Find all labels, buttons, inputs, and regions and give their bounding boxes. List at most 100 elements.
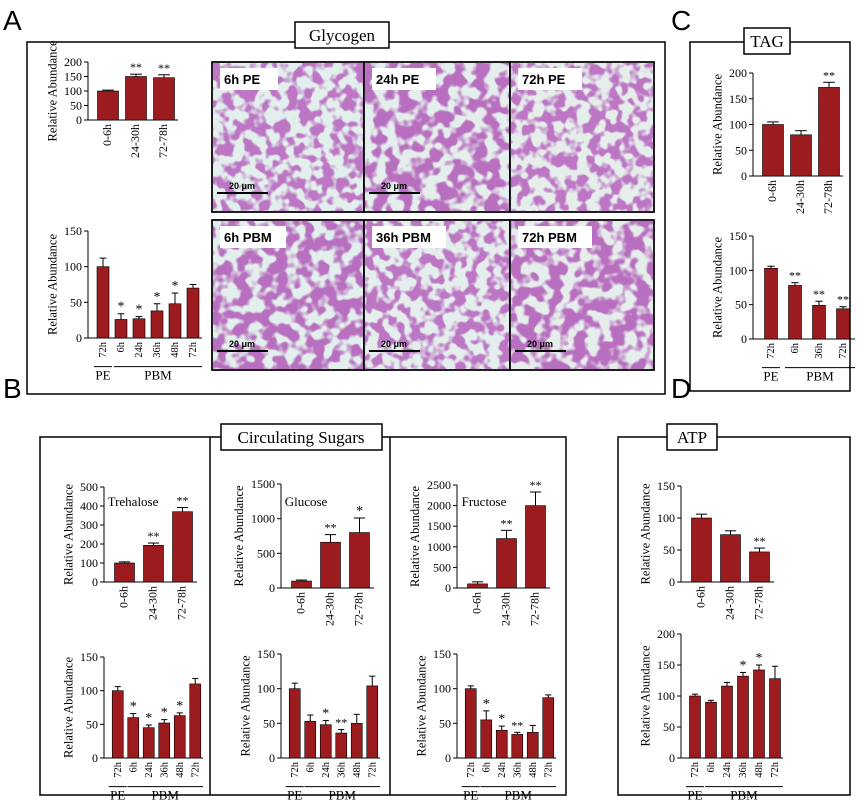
- y-tick-label: 500: [433, 560, 451, 574]
- bar: [705, 701, 717, 759]
- x-tick-label: 48h: [175, 761, 186, 778]
- x-tick-label: 36h: [738, 761, 749, 778]
- significance-mark: *: [322, 707, 329, 722]
- significance-mark: *: [498, 712, 505, 727]
- x-tick-label: 72h: [838, 342, 849, 359]
- y-tick-label: 50: [735, 298, 747, 312]
- bar: [288, 688, 301, 759]
- y-tick-label: 150: [64, 224, 82, 238]
- panel-c-title: TAG: [750, 32, 784, 51]
- y-axis-label: Relative Abundance: [62, 657, 76, 758]
- bar: [114, 562, 135, 583]
- chart-title: Fructose: [462, 494, 507, 509]
- chart-fructose_pbm: 0 50 100 150 Relative Abundance 72h * 6h * 24h ** 3…: [415, 647, 556, 800]
- y-tick-label: 150: [80, 650, 98, 664]
- bar: [97, 90, 119, 121]
- y-axis-label: Relative Abundance: [639, 645, 653, 746]
- y-tick-label: 150: [657, 479, 675, 493]
- x-tick-label: 6h: [128, 761, 139, 772]
- bar: [335, 732, 348, 759]
- x-tick-label: 0-6h: [694, 586, 708, 608]
- x-tick-label: 24h: [321, 761, 332, 778]
- bar: [762, 124, 784, 177]
- x-tick-label: 72-78h: [175, 586, 189, 620]
- scale-bar-label: 20 μm: [229, 339, 255, 349]
- y-tick-label: 100: [80, 684, 98, 698]
- bar: [168, 303, 182, 339]
- significance-mark: *: [172, 279, 179, 294]
- y-axis-label: Relative Abundance: [415, 655, 429, 756]
- x-tick-label: 72h: [766, 342, 777, 359]
- bar: [467, 583, 488, 589]
- micrograph-36h-pbm: 36h PBM 20 μm: [363, 219, 511, 371]
- chart-glucose_pbm: 0 50 100 150 Relative Abundance 72h 6h * 24h ** 36…: [239, 647, 380, 800]
- significance-mark: **: [789, 269, 801, 283]
- y-tick-label: 50: [735, 143, 747, 157]
- bar: [691, 517, 712, 583]
- y-tick-label: 0: [76, 113, 82, 127]
- x-tick-label: 24-30h: [499, 592, 513, 626]
- y-axis-label: Relative Abundance: [62, 484, 76, 585]
- x-tick-label: 24-30h: [723, 586, 737, 620]
- significance-mark: **: [813, 287, 825, 301]
- x-tick-label: 72-78h: [352, 592, 366, 626]
- y-tick-label: 50: [663, 720, 675, 734]
- bar: [153, 77, 175, 121]
- group-label-pbm: PBM: [144, 368, 172, 383]
- scale-bar-label: 20 μm: [381, 181, 407, 191]
- bar: [319, 724, 332, 759]
- panel-letter-c: C: [671, 5, 691, 36]
- bar: [366, 685, 379, 759]
- bar: [721, 685, 733, 759]
- bar: [818, 87, 840, 177]
- significance-mark: **: [325, 521, 337, 535]
- bar: [526, 732, 539, 759]
- y-tick-label: 50: [70, 295, 82, 309]
- y-axis-label: Relative Abundance: [232, 485, 246, 586]
- group-label-pe: PE: [763, 369, 778, 384]
- x-tick-label: 36h: [152, 341, 163, 358]
- bar: [189, 683, 202, 759]
- group-label-pe: PE: [687, 788, 702, 800]
- x-tick-label: 48h: [352, 761, 363, 778]
- significance-mark: **: [501, 516, 513, 530]
- x-tick-label: 48h: [170, 341, 181, 358]
- panel-letter-a: A: [3, 5, 22, 36]
- x-tick-label: 72h: [113, 761, 124, 778]
- significance-mark: **: [511, 718, 523, 732]
- x-tick-label: 72-78h: [752, 586, 766, 620]
- bar: [114, 319, 128, 339]
- group-label-pbm: PBM: [806, 369, 834, 384]
- bar: [525, 505, 546, 589]
- x-tick-label: 24h: [497, 761, 508, 778]
- y-tick-label: 500: [257, 546, 275, 560]
- y-tick-label: 100: [729, 263, 747, 277]
- bar: [749, 551, 770, 583]
- bar: [720, 534, 741, 583]
- x-tick-label: 72h: [690, 761, 701, 778]
- panel-d-frame: [617, 436, 851, 796]
- group-label-pe: PE: [463, 788, 478, 800]
- chart-atp_pe: 0 50 100 150 Relative Abundance 0-6h 24-30h ** 7…: [639, 479, 774, 620]
- bar: [132, 318, 146, 339]
- micrograph-label: 36h PBM: [376, 230, 431, 245]
- panel-c-title-box: [743, 27, 791, 55]
- bar: [111, 690, 124, 759]
- y-tick-label: 150: [64, 70, 82, 84]
- x-tick-label: 72h: [190, 761, 201, 778]
- panel-d-title-box: [666, 423, 718, 451]
- x-tick-label: 72h: [290, 761, 301, 778]
- y-tick-label: 1000: [427, 540, 451, 554]
- chart-trehalose_pe: Trehalose 0 100 200 300 400 500 Relative Abunda…: [62, 480, 197, 620]
- y-tick-label: 300: [80, 518, 98, 532]
- micrograph-label: 24h PE: [376, 72, 420, 87]
- y-axis-label: Relative Abundance: [239, 655, 253, 756]
- y-tick-label: 100: [80, 556, 98, 570]
- y-tick-label: 2500: [427, 478, 451, 492]
- micrograph-label: 6h PE: [224, 72, 260, 87]
- y-tick-label: 100: [657, 511, 675, 525]
- significance-mark: **: [177, 494, 189, 508]
- bar: [511, 734, 524, 759]
